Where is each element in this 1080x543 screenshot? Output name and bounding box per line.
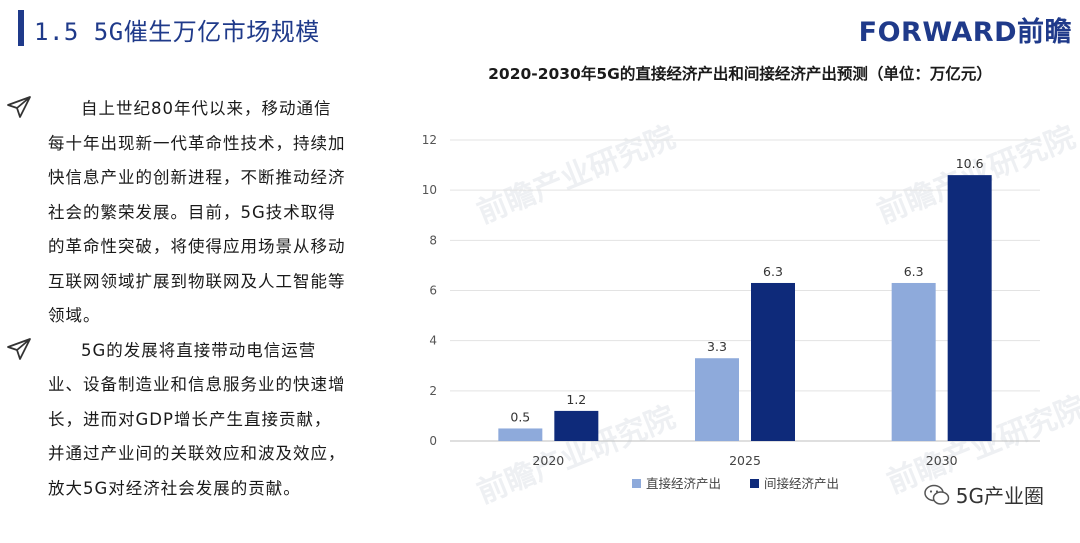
x-tick-label: 2025 [729,453,761,468]
y-tick-label: 6 [429,284,437,298]
bar [947,175,992,441]
page-title: 1.5 5G催生万亿市场规模 [34,18,320,46]
y-tick-label: 12 [422,133,437,147]
y-tick-label: 8 [429,233,437,247]
wechat-icon [924,484,950,505]
paragraph: 5G的发展将直接带动电信运营业、设备制造业和信息服务业的快速增长，进而对GDP增… [0,334,380,507]
paragraph-text: 自上世纪80年代以来，移动通信每十年出现新一代革命性技术，持续加快信息产业的创新… [48,99,346,325]
paragraph-text: 5G的发展将直接带动电信运营业、设备制造业和信息服务业的快速增长，进而对GDP增… [48,340,346,498]
wechat-account: 5G产业圈 [924,480,1044,509]
bar [695,358,739,441]
data-label: 3.3 [707,339,727,354]
chart-title: 2020-2030年5G的直接经济产出和间接经济产出预测（单位：万亿元） [488,65,992,83]
data-label: 10.6 [956,156,984,171]
wechat-account-label: 5G产业圈 [955,484,1044,508]
y-tick-label: 4 [429,334,437,348]
x-tick-label: 2030 [926,453,958,468]
legend-label: 间接经济产出 [764,476,839,491]
data-label: 6.3 [763,264,783,279]
data-label: 0.5 [510,409,530,424]
legend-label: 直接经济产出 [646,476,721,491]
bar [751,282,795,441]
paper-plane-icon [7,96,31,118]
title-accent-bar [18,10,24,46]
body-text: 自上世纪80年代以来，移动通信每十年出现新一代革命性技术，持续加快信息产业的创新… [0,92,380,506]
legend-swatch [632,479,641,488]
y-tick-label: 2 [429,384,437,398]
data-label: 6.3 [904,264,924,279]
legend-swatch [750,479,759,488]
brand-logo: FORWARD前瞻 [858,17,1072,48]
y-tick-label: 10 [422,183,437,197]
bar [891,282,936,441]
paragraph: 自上世纪80年代以来，移动通信每十年出现新一代革命性技术，持续加快信息产业的创新… [0,92,380,334]
paper-plane-icon [7,337,31,360]
data-label: 1.2 [566,392,586,407]
x-tick-label: 2020 [532,453,564,468]
bar [498,428,543,441]
bar [554,410,599,441]
y-tick-label: 0 [429,434,437,448]
